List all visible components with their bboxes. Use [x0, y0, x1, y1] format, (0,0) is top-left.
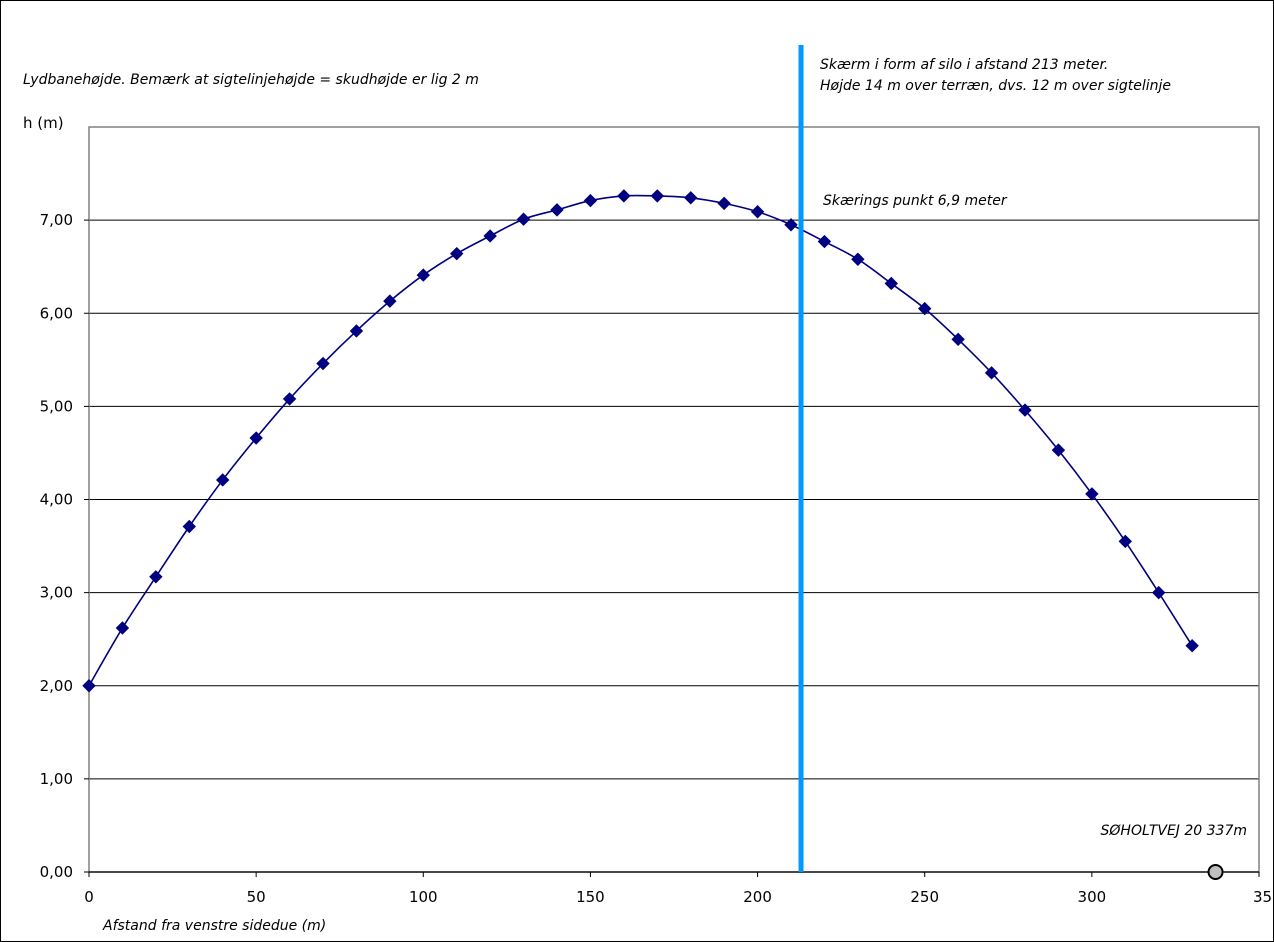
- x-tick-label: 100: [409, 888, 438, 906]
- data-point-marker: [82, 679, 96, 693]
- screen-annotation-line1: Skærm i form af silo i afstand 213 meter…: [820, 57, 1108, 73]
- data-point-marker: [249, 431, 263, 445]
- data-point-marker: [884, 276, 898, 291]
- data-point-marker: [1118, 534, 1132, 549]
- data-point-marker: [750, 205, 765, 219]
- data-point-marker: [182, 519, 196, 534]
- data-point-marker: [1018, 403, 1032, 417]
- data-point-marker: [1051, 443, 1066, 457]
- data-point-marker: [149, 570, 163, 584]
- x-tick-label: 300: [1078, 888, 1107, 906]
- data-point-marker: [918, 301, 932, 316]
- y-tick-label: 3,00: [40, 584, 73, 602]
- y-tick-label: 7,00: [40, 211, 73, 229]
- data-point-marker: [1185, 638, 1199, 653]
- data-point-marker: [617, 189, 631, 203]
- data-point-marker: [717, 196, 731, 211]
- y-tick-label: 0,00: [40, 863, 73, 881]
- data-point-marker: [951, 332, 965, 347]
- intersection-annotation: Skærings punkt 6,9 meter: [823, 193, 1008, 209]
- data-point-marker: [583, 193, 598, 208]
- data-point-marker: [383, 294, 397, 308]
- data-point-marker: [416, 268, 430, 282]
- y-tick-label: 2,00: [40, 677, 73, 695]
- data-point-marker: [216, 473, 230, 487]
- data-point-marker: [115, 621, 130, 635]
- x-axis-label: Afstand fra venstre sidedue (m): [102, 918, 326, 934]
- data-point-marker: [984, 366, 999, 380]
- data-point-marker: [650, 189, 664, 203]
- data-point-marker: [282, 392, 297, 406]
- screen-annotation-line2: Højde 14 m over terræn, dvs. 12 m over s…: [820, 78, 1171, 94]
- data-point-marker: [516, 212, 531, 226]
- series-line: [88, 194, 1193, 687]
- chart-title: Lydbanehøjde. Bemærk at sigtelinjehøjde …: [23, 72, 479, 88]
- data-point-marker: [784, 218, 798, 232]
- x-tick-label: 0: [84, 888, 94, 906]
- data-point-marker: [316, 356, 330, 371]
- y-axis-label: h (m): [23, 114, 64, 132]
- data-point-marker: [684, 191, 698, 205]
- x-tick-label: 250: [910, 888, 939, 906]
- data-point-marker: [817, 234, 832, 249]
- x-tick-label: 350: [1253, 888, 1273, 906]
- x-tick-label: 50: [247, 888, 266, 906]
- data-point-marker: [450, 246, 464, 261]
- y-tick-label: 4,00: [40, 491, 73, 509]
- y-tick-label: 5,00: [40, 397, 73, 415]
- reference-point-marker: [1207, 864, 1224, 880]
- data-point-marker: [1152, 585, 1166, 600]
- x-tick-label: 200: [743, 888, 772, 906]
- reference-point-label: SØHOLTVEJ 20 337m: [1101, 823, 1247, 839]
- data-point-marker: [550, 203, 564, 217]
- x-tick-label: 150: [576, 888, 605, 906]
- y-tick-label: 6,00: [40, 304, 73, 322]
- data-point-marker: [349, 324, 364, 338]
- data-point-marker: [851, 252, 865, 266]
- data-point-marker: [483, 229, 497, 243]
- y-tick-label: 1,00: [40, 770, 73, 788]
- data-point-marker: [1085, 487, 1099, 501]
